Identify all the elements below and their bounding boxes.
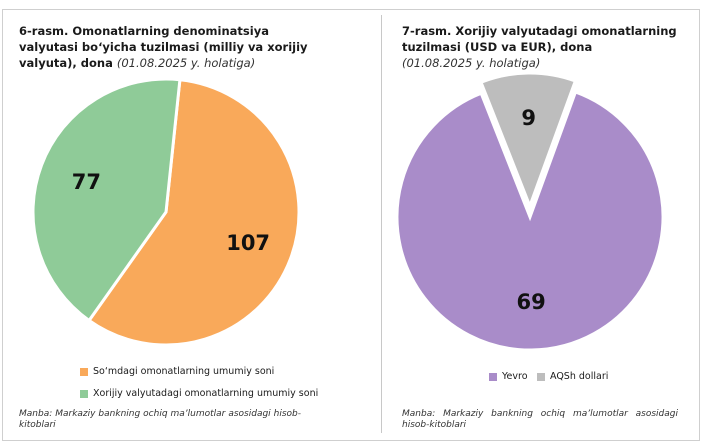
chart-title-right: 7-rasm. Xorijiy valyutadagi omonatlarnin… [402,23,692,71]
chart-title-left-main: 6-rasm. Omonatlarning denominatsiya valy… [19,24,308,70]
source-note-right: Manba: Markaziy bankning ochiq ma’lumotl… [402,409,678,430]
legend-swatch [489,372,497,381]
pie-slice-yevro [395,90,665,352]
legend-swatch [80,367,88,376]
data-label-aqsh-dollari: 9 [521,106,536,130]
data-label-so-mdagi-omonatlarning-umumiy-soni: 107 [226,231,270,255]
legend-label: Yevro [502,371,528,382]
legend-item-xorijiy-valyutadagi-omonatlarning-umumiy-soni: Xorijiy valyutadagi omonatlarning umumiy… [80,388,318,399]
legend-label: Xorijiy valyutadagi omonatlarning umumiy… [93,388,319,399]
pie-slice-so-mdagi-omonatlarning-umumiy-soni [86,78,301,347]
chart-title-left-date: (01.08.2025 y. holatiga) [116,56,256,70]
panel-divider [381,15,382,433]
pie-slice-aqsh-dollari [479,72,578,211]
data-label-xorijiy-valyutadagi-omonatlarning-umumiy-soni: 77 [72,170,101,194]
pie-chart-right: 69 9 [395,72,665,352]
legend-label: So‘mdagi omonatlarning umumiy soni [93,366,275,377]
chart-title-right-main: 7-rasm. Xorijiy valyutadagi omonatlarnin… [402,24,677,54]
pie-chart-left: 107 77 [31,77,301,347]
legend-label: AQSh dollari [550,371,609,382]
legend-swatch [80,389,88,398]
chart-title-left: 6-rasm. Omonatlarning denominatsiya valy… [19,23,319,71]
legend-item-so-mdagi-omonatlarning-umumiy-soni: So‘mdagi omonatlarning umumiy soni [80,366,274,377]
legend-item-aqsh-dollari: AQSh dollari [537,371,608,382]
legend-swatch [537,372,545,381]
chart-title-right-date: (01.08.2025 y. holatiga) [402,56,541,70]
pie-slice-xorijiy-valyutadagi-omonatlarning-umumiy-soni [31,77,182,323]
data-label-yevro: 69 [517,290,546,314]
source-note-left: Manba: Markaziy bankning ochiq ma’lumotl… [19,409,301,430]
legend-item-yevro: Yevro [489,371,528,382]
